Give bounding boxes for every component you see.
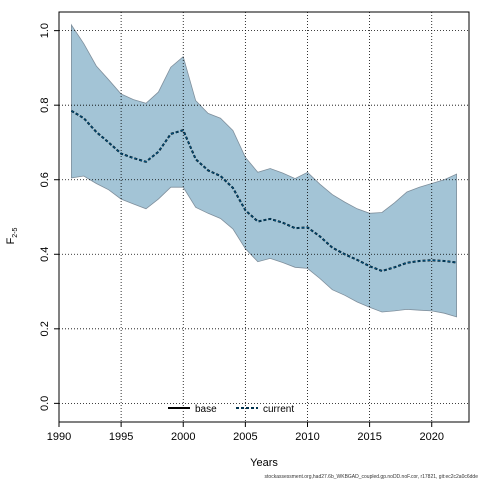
x-tick-label: 2005 — [233, 431, 257, 443]
series-line-current-overlay — [71, 110, 457, 272]
x-tick-label: 2010 — [295, 431, 319, 443]
confidence-band-layer — [71, 23, 457, 318]
y-axis-title: F2-5 — [5, 227, 19, 244]
x-axis-title: Years — [250, 457, 278, 469]
legend: base current — [168, 404, 294, 415]
y-tick-label: 0.4 — [39, 247, 51, 262]
x-axis: 1990 1995 2000 2005 2010 2015 2020 — [47, 422, 444, 443]
x-tick-label: 2000 — [171, 431, 195, 443]
y-tick-label: 0.8 — [39, 98, 51, 113]
y-axis: 0.0 0.2 0.4 0.6 0.8 1.0 — [39, 23, 59, 411]
x-tick-label: 2020 — [419, 431, 443, 443]
plot-frame — [58, 11, 470, 423]
grid-layer — [58, 12, 469, 422]
y-tick-label: 0.2 — [39, 321, 51, 336]
x-tick-label: 2015 — [357, 431, 381, 443]
y-axis-title-subscript: 2-5 — [12, 227, 19, 237]
footer-text: stockassessment.org,had27.6b_WKBGAD_coup… — [265, 474, 479, 480]
series-line-layer — [70, 109, 457, 273]
legend-label-current: current — [263, 404, 294, 415]
y-tick-label: 0.6 — [39, 172, 51, 187]
y-tick-label: 0.0 — [39, 396, 51, 411]
confidence-band — [71, 23, 457, 318]
x-tick-label: 1995 — [109, 431, 133, 443]
y-tick-label: 1.0 — [39, 23, 51, 38]
legend-label-base: base — [195, 404, 217, 415]
y-axis-title-main: F — [5, 237, 17, 244]
x-tick-label: 1990 — [47, 431, 71, 443]
